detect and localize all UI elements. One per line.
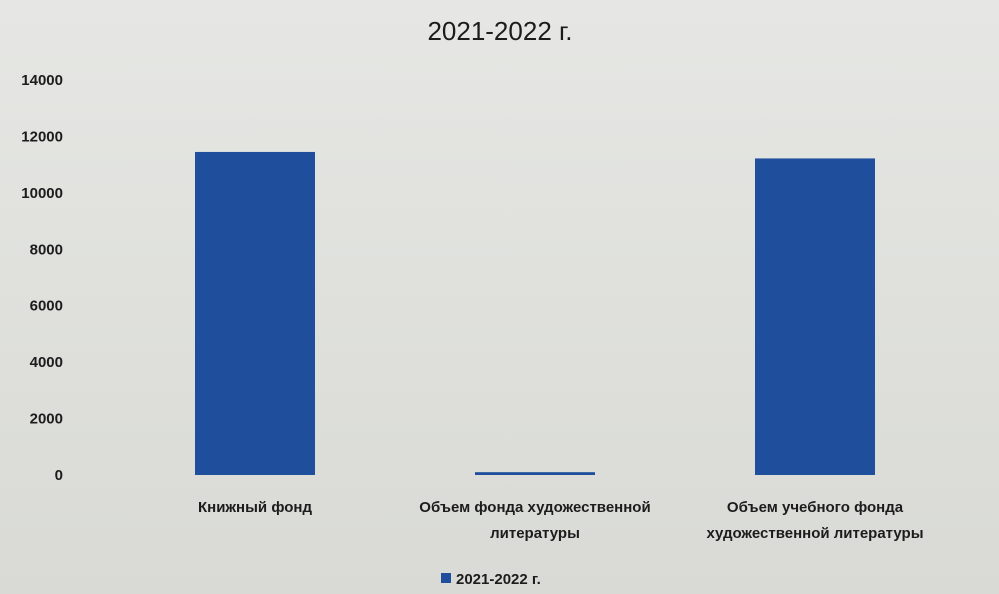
y-tick-label: 12000: [21, 128, 63, 145]
y-tick-label: 6000: [30, 298, 63, 315]
y-tick-label: 14000: [21, 72, 63, 89]
category-label: Объем фонда художественной: [419, 499, 650, 516]
category-label: Объем учебного фонда: [727, 499, 904, 516]
y-axis: 0 2000 4000 6000 8000 10000 12000 14000: [21, 72, 63, 484]
bars: [195, 151, 875, 476]
category-label: художественной литературы: [706, 525, 923, 542]
bar: [475, 472, 595, 475]
y-tick-label: 4000: [30, 354, 63, 371]
bar: [195, 151, 315, 476]
y-tick-label: 0: [55, 467, 63, 484]
y-tick-label: 10000: [21, 185, 63, 202]
legend-swatch: [441, 573, 451, 583]
category-label: литературы: [490, 525, 580, 542]
legend-label: 2021-2022 г.: [456, 571, 541, 588]
y-tick-label: 8000: [30, 241, 63, 258]
y-tick-label: 2000: [30, 411, 63, 428]
chart-title: 2021-2022 г.: [427, 16, 572, 46]
legend: 2021-2022 г.: [441, 571, 541, 588]
x-axis: Книжный фонд Объем фонда художественной ли…: [198, 499, 924, 542]
bar: [755, 158, 875, 475]
category-label: Книжный фонд: [198, 499, 312, 516]
